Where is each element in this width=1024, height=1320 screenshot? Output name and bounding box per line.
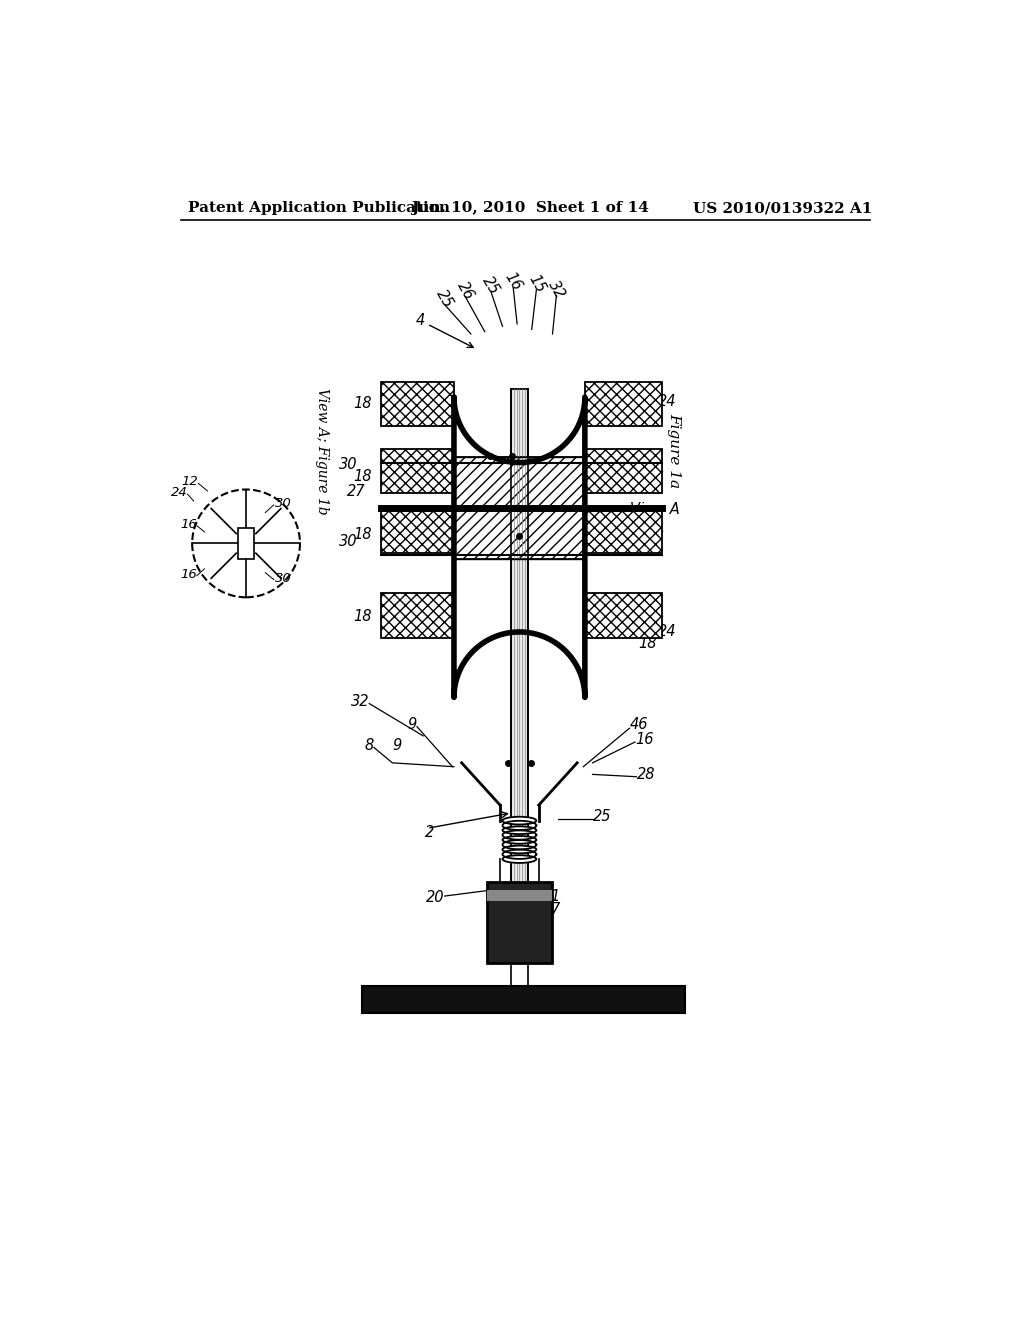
Text: 46: 46 <box>630 717 648 731</box>
Text: 25: 25 <box>593 809 611 824</box>
Text: 16: 16 <box>180 517 197 531</box>
Text: 18: 18 <box>608 470 627 486</box>
Text: 9: 9 <box>392 738 401 754</box>
Text: 18: 18 <box>608 612 627 628</box>
Text: 12: 12 <box>181 475 199 488</box>
Text: 30: 30 <box>275 572 292 585</box>
Bar <box>585 508 662 553</box>
Ellipse shape <box>503 826 537 834</box>
Text: 16: 16 <box>180 568 197 581</box>
Ellipse shape <box>503 846 537 853</box>
Text: 15: 15 <box>525 272 548 296</box>
Text: 7: 7 <box>550 902 559 916</box>
Text: 18: 18 <box>639 636 657 651</box>
Bar <box>381 508 454 553</box>
Bar <box>239 528 254 558</box>
Text: 24: 24 <box>171 486 187 499</box>
Text: 28: 28 <box>637 767 655 781</box>
Bar <box>487 890 552 902</box>
Bar <box>585 594 662 638</box>
Text: 24: 24 <box>658 395 677 409</box>
Text: 18: 18 <box>608 528 627 544</box>
Text: 1: 1 <box>550 888 559 904</box>
Text: 24: 24 <box>658 624 677 639</box>
Ellipse shape <box>503 836 537 843</box>
Text: 18: 18 <box>353 396 372 411</box>
Text: 20: 20 <box>425 890 444 906</box>
Text: 16: 16 <box>502 269 524 293</box>
Text: 30: 30 <box>275 496 292 510</box>
Text: 32: 32 <box>545 277 567 301</box>
Text: 18: 18 <box>353 469 372 484</box>
Text: 32: 32 <box>351 694 370 709</box>
Text: Figure 1a: Figure 1a <box>668 413 681 488</box>
Text: 30: 30 <box>339 535 357 549</box>
Text: 12: 12 <box>640 381 658 397</box>
Text: Jun. 10, 2010  Sheet 1 of 14: Jun. 10, 2010 Sheet 1 of 14 <box>412 202 649 215</box>
Ellipse shape <box>503 855 537 863</box>
Bar <box>361 986 685 1014</box>
Text: 18: 18 <box>353 609 372 624</box>
Bar <box>381 381 454 426</box>
Text: 2: 2 <box>425 825 434 840</box>
Text: Patent Application Publication: Patent Application Publication <box>188 202 451 215</box>
Text: 27: 27 <box>347 483 366 499</box>
Text: 25: 25 <box>433 286 456 310</box>
Bar <box>585 381 662 426</box>
Text: 18: 18 <box>353 527 372 541</box>
Bar <box>487 882 552 964</box>
Text: 16: 16 <box>635 733 653 747</box>
Text: US 2010/0139322 A1: US 2010/0139322 A1 <box>692 202 872 215</box>
Text: 8: 8 <box>365 738 374 752</box>
Bar <box>381 594 454 638</box>
Text: View A: View A <box>630 502 679 517</box>
Text: View A; Figure 1b: View A; Figure 1b <box>314 388 329 515</box>
Text: 9: 9 <box>408 717 417 731</box>
Bar <box>454 457 585 558</box>
Text: 26: 26 <box>455 279 476 302</box>
Bar <box>585 449 662 494</box>
Ellipse shape <box>503 817 537 825</box>
Text: 4: 4 <box>416 313 426 327</box>
Text: 18: 18 <box>608 395 627 409</box>
Bar <box>381 449 454 494</box>
Text: 5: 5 <box>407 994 416 1008</box>
Bar <box>511 389 528 944</box>
Text: 30: 30 <box>339 457 357 473</box>
Text: 25: 25 <box>479 273 502 297</box>
